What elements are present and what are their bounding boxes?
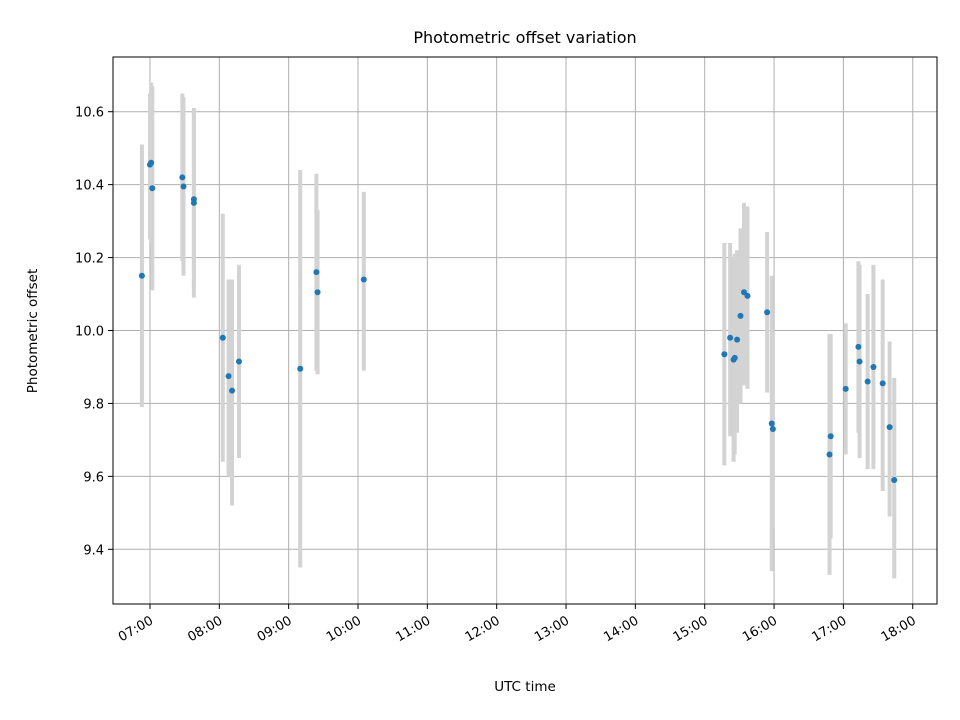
data-point (360, 276, 367, 283)
data-point (148, 159, 155, 166)
data-point (235, 358, 242, 365)
data-point (179, 174, 186, 181)
data-point (842, 385, 849, 392)
data-point (734, 336, 741, 343)
y-axis-label: Photometric offset (25, 269, 41, 393)
y-tick-label: 9.8 (83, 397, 104, 412)
y-tick-label: 9.4 (83, 543, 104, 558)
y-tick-label: 10.2 (75, 252, 104, 267)
data-point (870, 363, 877, 370)
data-point (314, 289, 321, 296)
y-tick-label: 9.6 (83, 470, 104, 485)
data-point (855, 343, 862, 350)
x-axis-label: UTC time (494, 679, 556, 695)
data-point (886, 424, 893, 431)
data-point (138, 272, 145, 279)
y-tick-label: 10.0 (75, 325, 104, 340)
data-point (891, 477, 898, 484)
data-point (764, 309, 771, 316)
y-tick-label: 10.6 (75, 106, 104, 121)
data-point (313, 269, 320, 276)
data-point (180, 183, 187, 190)
data-point (768, 420, 775, 427)
data-point (731, 354, 738, 361)
data-point (225, 373, 232, 380)
data-point (229, 387, 236, 394)
data-point (744, 292, 751, 299)
data-point (827, 433, 834, 440)
data-point (219, 334, 226, 341)
data-point (864, 378, 871, 385)
data-point (879, 380, 886, 387)
chart-title: Photometric offset variation (413, 28, 636, 47)
data-point (737, 312, 744, 319)
data-point (769, 425, 776, 432)
data-point (727, 334, 734, 341)
data-point (856, 358, 863, 365)
data-points (138, 159, 898, 484)
y-tick-label: 10.4 (75, 179, 104, 194)
data-point (190, 199, 197, 206)
y-axis-ticks: 9.4 9.6 9.8 10.0 10.2 10.4 10.6 (75, 106, 113, 558)
data-point (149, 185, 156, 192)
data-point (721, 351, 728, 358)
grid (113, 57, 937, 604)
data-point (297, 365, 304, 372)
data-point (826, 451, 833, 458)
